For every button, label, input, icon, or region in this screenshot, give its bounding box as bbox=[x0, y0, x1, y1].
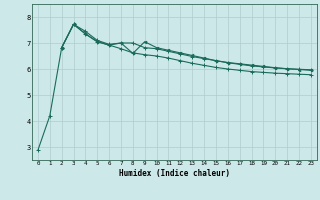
X-axis label: Humidex (Indice chaleur): Humidex (Indice chaleur) bbox=[119, 169, 230, 178]
